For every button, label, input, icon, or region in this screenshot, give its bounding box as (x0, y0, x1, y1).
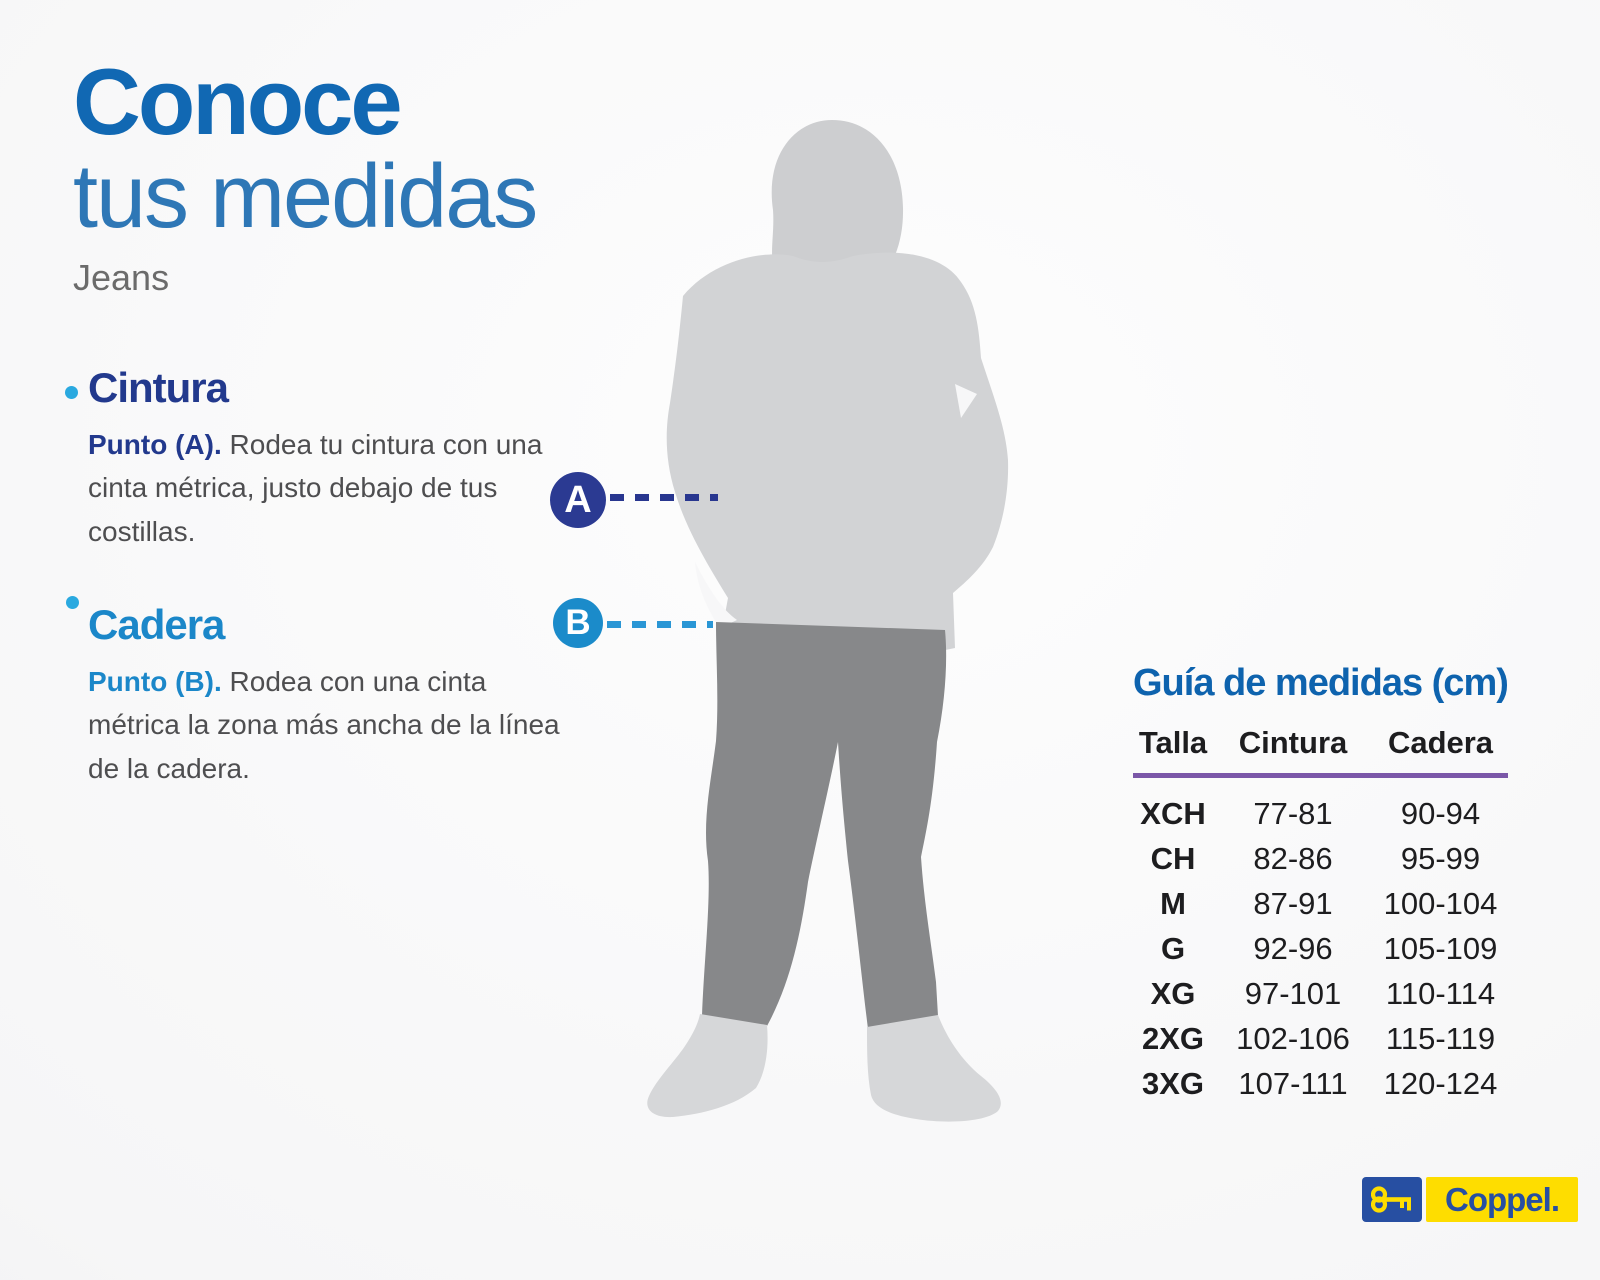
column-header-talla: Talla (1138, 725, 1208, 760)
section-heading-cadera: Cadera (88, 601, 225, 648)
table-row: XCH 77-81 90-94 (1133, 791, 1508, 836)
arm-gap-left (695, 562, 737, 628)
table-row: M 87-91 100-104 (1133, 881, 1508, 926)
table-row: XG 97-101 110-114 (1133, 971, 1508, 1016)
instruction-text-b: Rodea con una cinta métrica la zona más … (88, 666, 560, 784)
size-guide-header-row: Talla Cintura Cadera (1133, 725, 1508, 778)
cell-cadera: 115-119 (1385, 1020, 1496, 1056)
cell-cadera: 105-109 (1383, 930, 1498, 966)
size-guide-body: XCH 77-81 90-94 CH 82-86 95-99 M 87-91 100-104 G 9… (1133, 791, 1508, 1106)
brand-logo: Coppel. (1362, 1177, 1578, 1222)
bullet-icon (66, 596, 79, 609)
section-cadera: Cadera Punto (B). Rodea con una cinta mé… (88, 601, 563, 790)
table-row: 3XG 107-111 120-124 (1133, 1061, 1508, 1106)
marker-b-dashed-line (607, 621, 713, 628)
cell-cadera: 100-104 (1383, 885, 1498, 921)
cell-talla: CH (1150, 840, 1196, 876)
cell-cintura: 82-86 (1253, 840, 1333, 876)
table-row: CH 82-86 95-99 (1133, 836, 1508, 881)
section-cintura: Cintura Punto (A). Rodea tu cintura con … (88, 364, 563, 553)
cell-cintura: 102-106 (1236, 1020, 1350, 1056)
table-row: G 92-96 105-109 (1133, 926, 1508, 971)
cell-talla: 2XG (1141, 1020, 1205, 1056)
cell-talla: XG (1150, 975, 1196, 1011)
page-title-line1: Conoce (73, 49, 403, 154)
title-block: Conoce tus medidas Jeans (73, 49, 538, 299)
marker-a-dashed-line (610, 494, 718, 501)
cell-cadera: 90-94 (1400, 795, 1481, 831)
bullet-icon (65, 386, 78, 399)
cell-cintura: 87-91 (1253, 885, 1333, 921)
cell-cintura: 97-101 (1244, 975, 1342, 1011)
product-subtitle: Jeans (73, 257, 170, 299)
cell-cintura: 92-96 (1253, 930, 1333, 966)
cell-cintura: 77-81 (1253, 795, 1333, 831)
man-silhouette-figure (647, 120, 1009, 1122)
coppel-key-icon (1362, 1177, 1422, 1222)
cell-cadera: 95-99 (1400, 840, 1481, 876)
page-title-line2: tus medidas (73, 147, 538, 247)
column-header-cintura: Cintura (1238, 725, 1348, 760)
marker-b-badge: B (553, 598, 603, 648)
coppel-wordmark: Coppel. (1426, 1177, 1578, 1222)
point-label-b: Punto (B). (88, 666, 222, 697)
cell-talla: 3XG (1141, 1065, 1205, 1101)
cell-cadera: 120-124 (1383, 1065, 1498, 1101)
cell-talla: M (1160, 885, 1186, 921)
instruction-text-a: Rodea tu cintura con una cinta métrica, … (88, 429, 543, 547)
table-row: 2XG 102-106 115-119 (1133, 1016, 1508, 1061)
sleeve-notch-right (955, 384, 977, 418)
column-header-cadera: Cadera (1387, 725, 1494, 760)
point-label-a: Punto (A). (88, 429, 222, 460)
silhouette-shirt (666, 252, 1009, 657)
cell-talla: XCH (1140, 795, 1206, 831)
cell-cadera: 110-114 (1385, 975, 1496, 1011)
size-guide-title: Guía de medidas (cm) (1133, 662, 1509, 704)
measure-instruction-cintura: Punto (A). Rodea tu cintura con una cint… (88, 423, 563, 553)
silhouette-shoe-right (867, 1015, 1001, 1122)
marker-a-badge: A (550, 472, 606, 528)
silhouette-shoe-left (647, 1014, 768, 1118)
cell-talla: G (1160, 930, 1186, 966)
silhouette-jeans (702, 622, 947, 1029)
measure-instruction-cadera: Punto (B). Rodea con una cinta métrica l… (88, 660, 563, 790)
section-heading-cintura: Cintura (88, 364, 229, 411)
cell-cintura: 107-111 (1238, 1065, 1348, 1101)
size-guide: Guía de medidas (cm) Talla Cintura Cader… (1133, 662, 1509, 1106)
